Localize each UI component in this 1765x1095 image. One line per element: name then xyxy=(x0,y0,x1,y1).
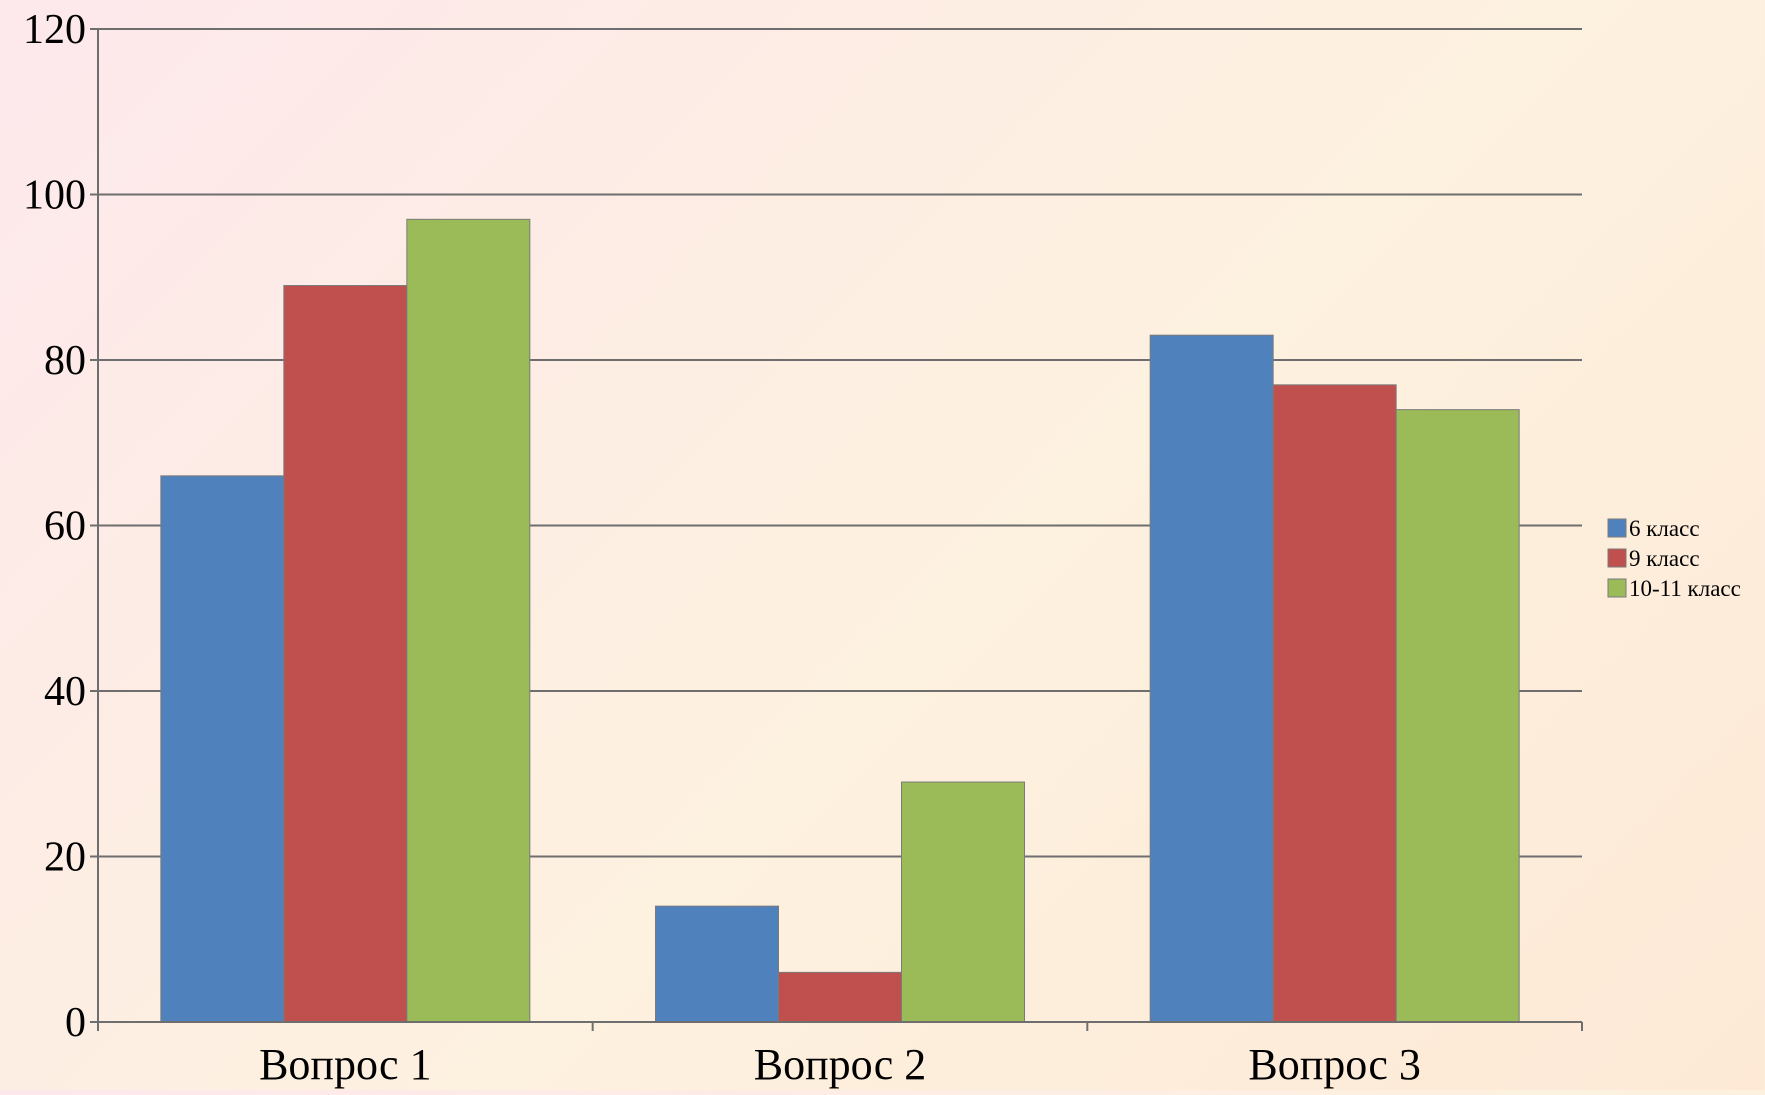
legend: 6 класс 9 класс 10-11 класс xyxy=(1607,516,1741,601)
legend-swatch xyxy=(1607,578,1627,598)
bars xyxy=(160,218,1520,1023)
legend-label: 10-11 класс xyxy=(1629,576,1741,601)
y-tick-label: 80 xyxy=(44,338,86,384)
y-tick-label: 100 xyxy=(23,173,86,219)
bar-3-2 xyxy=(901,781,1025,1023)
bar-2-2 xyxy=(778,971,902,1023)
bar-1-1 xyxy=(160,475,285,1023)
legend-label: 9 класс xyxy=(1629,546,1700,571)
bar-1-3 xyxy=(1149,334,1274,1023)
y-tick-label: 40 xyxy=(44,669,86,715)
bar-3-1 xyxy=(406,218,531,1023)
tick-labels: 0 20 40 60 80 100 120 Вопрос 1 Вопрос 2 Вопрос 3 xyxy=(23,7,1421,1089)
y-tick-label: 0 xyxy=(65,1000,86,1046)
y-tick-label: 60 xyxy=(44,504,86,550)
legend-label: 6 класс xyxy=(1629,516,1700,541)
y-tick-label: 20 xyxy=(44,835,86,881)
axes xyxy=(90,28,1583,1031)
bar-2-1 xyxy=(283,285,408,1023)
legend-swatch xyxy=(1607,518,1627,538)
x-tick-label: Вопрос 1 xyxy=(259,1040,432,1089)
legend-swatch xyxy=(1607,548,1627,568)
y-tick-label: 120 xyxy=(23,7,86,53)
bar-3-3 xyxy=(1395,409,1520,1023)
x-tick-label: Вопрос 2 xyxy=(754,1040,927,1089)
bar-2-3 xyxy=(1272,384,1397,1023)
bar-1-2 xyxy=(655,905,779,1023)
x-tick-label: Вопрос 3 xyxy=(1248,1040,1421,1089)
